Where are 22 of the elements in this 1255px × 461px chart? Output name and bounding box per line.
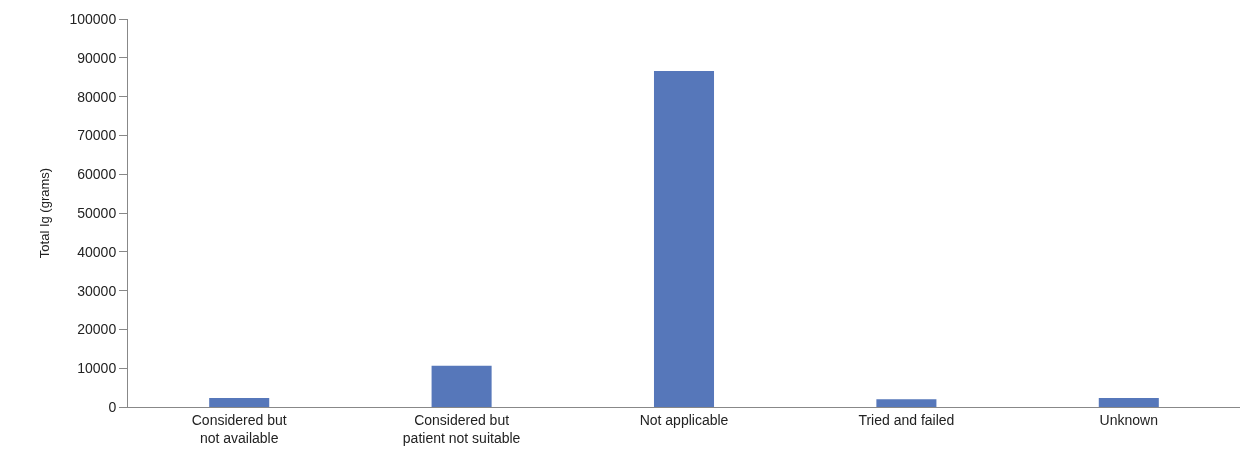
bar	[209, 398, 270, 407]
y-tick-label: 20000	[77, 321, 117, 338]
x-tick-label: Tried and failed	[858, 411, 955, 428]
x-tick-label: Considered but not available	[191, 411, 287, 446]
x-tick-label: Considered but patient not suitable	[402, 411, 521, 446]
bar	[1098, 398, 1159, 407]
y-tick-label: 10000	[77, 360, 117, 377]
y-tick-label: 0	[108, 398, 117, 415]
x-tick-label: Not applicable	[639, 411, 729, 428]
y-tick-label: 40000	[77, 243, 117, 260]
bar	[876, 399, 937, 407]
y-tick-label: 60000	[77, 166, 117, 183]
y-tick-label: 90000	[77, 49, 117, 66]
x-tick-label: Unknown	[1099, 411, 1158, 428]
bar	[653, 70, 715, 407]
y-tick-label: 30000	[77, 282, 117, 299]
y-tick-label: 100000	[69, 10, 117, 27]
y-axis-title: Total Ig (grams)	[37, 167, 53, 259]
y-tick-label: 70000	[77, 127, 117, 144]
y-tick-label: 80000	[77, 88, 117, 105]
bar	[431, 365, 492, 407]
y-tick-label: 50000	[77, 204, 117, 221]
